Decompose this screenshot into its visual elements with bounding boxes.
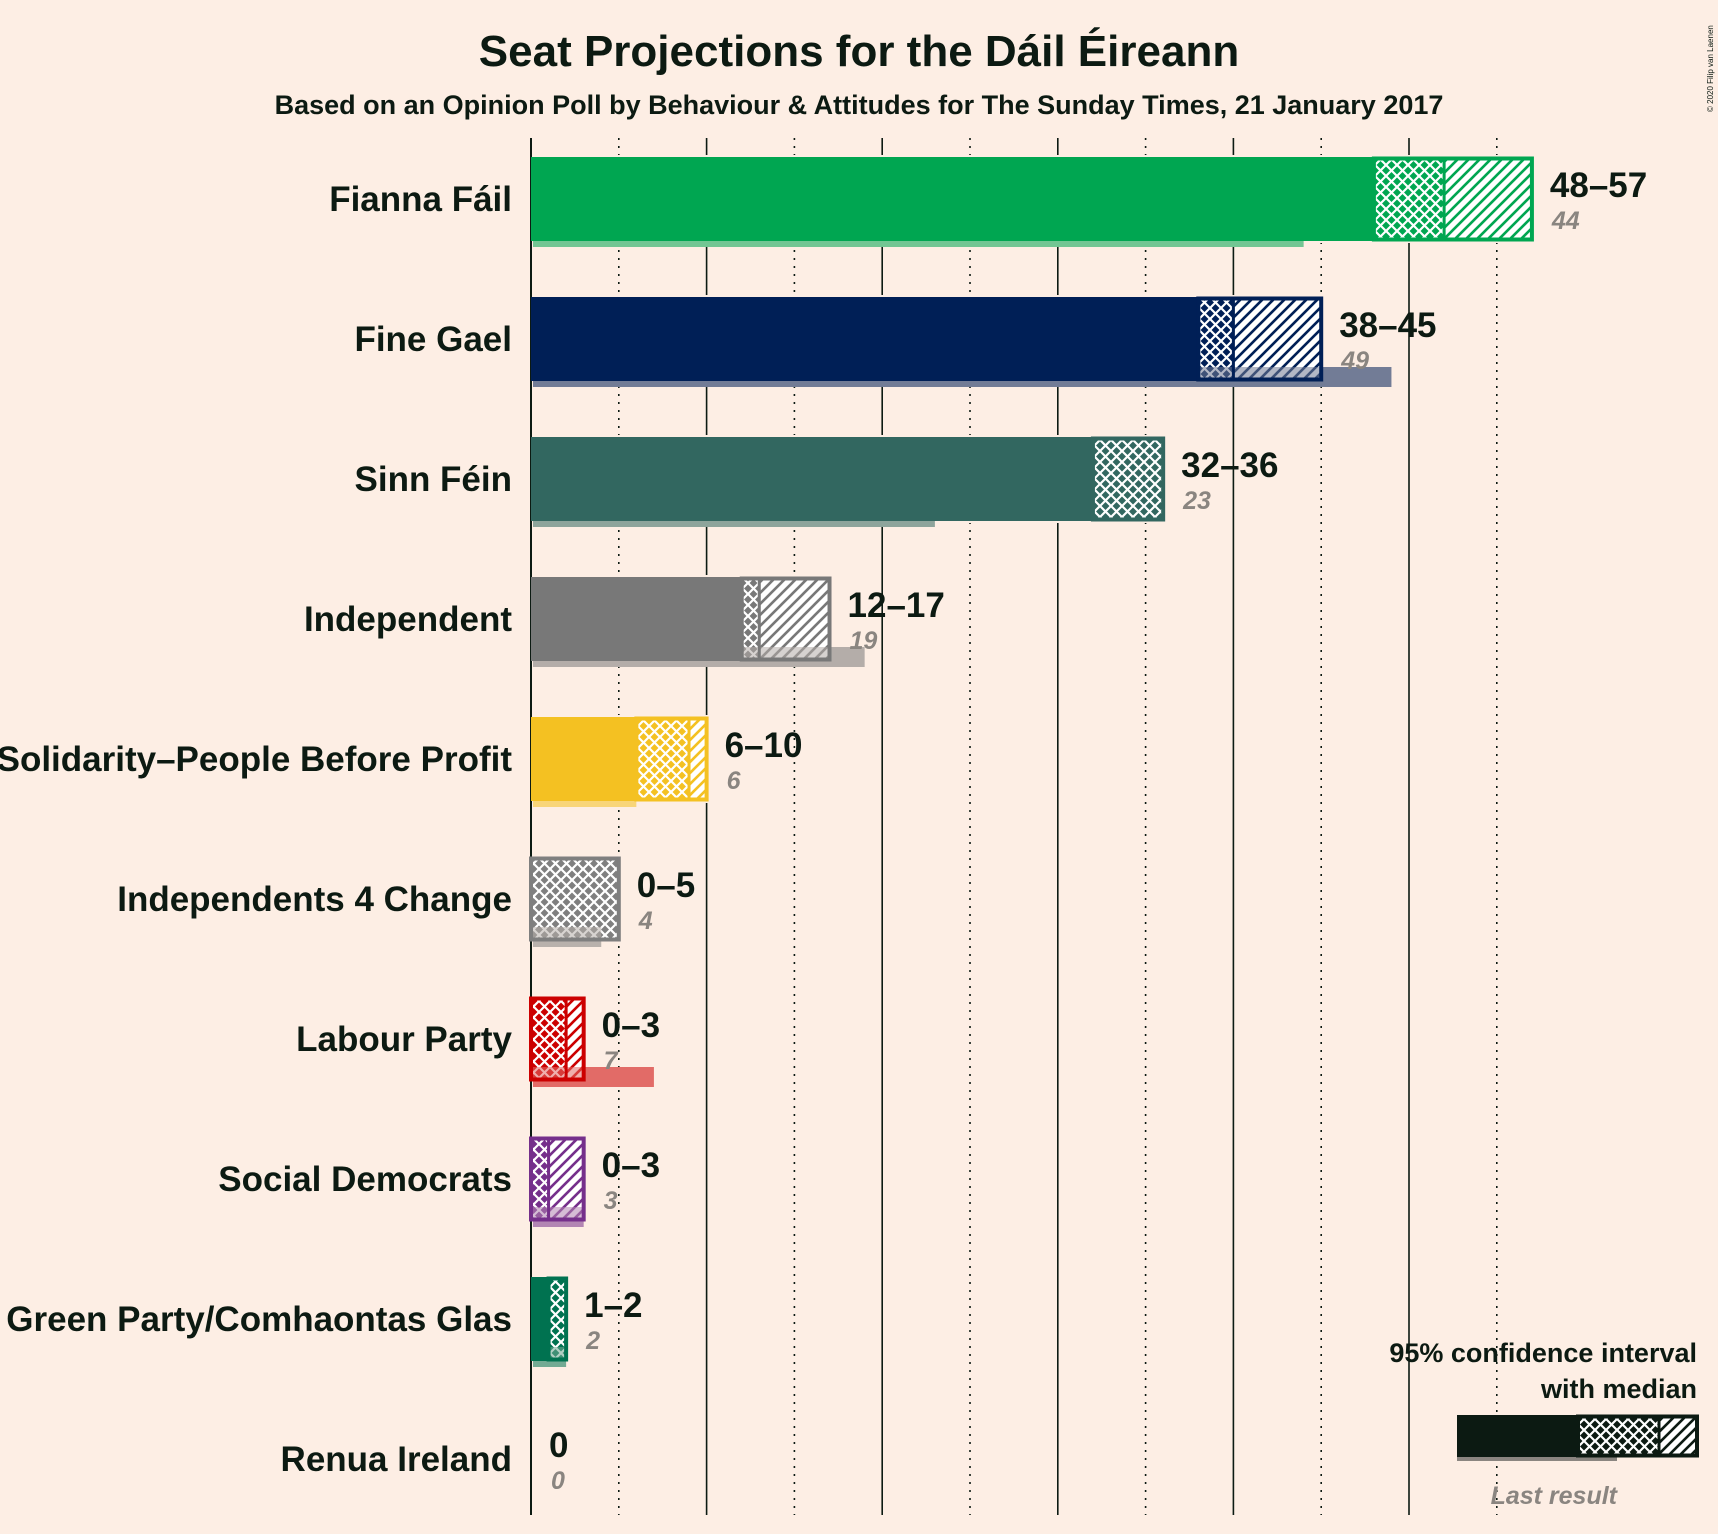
last-result-label-independent: 19 [850,627,878,655]
bar-ci-outline-fianna-fail [1371,156,1534,242]
bar-solid-independent [531,577,742,661]
bar-ci-outline-solidarity-people-before-profit [634,716,709,802]
party-label-social-democrats: Social Democrats [218,1160,512,1199]
bar-ci-outline-labour-party [529,996,586,1082]
last-result-label-labour-party: 7 [604,1047,619,1075]
bar-solid-fine-gael [531,297,1199,381]
legend-title-line1: 95% confidence interval [1389,1338,1697,1368]
party-label-labour-party: Labour Party [296,1020,512,1059]
legend-solid-swatch [1457,1415,1578,1457]
party-label-independents-4-change: Independents 4 Change [117,880,512,919]
legend-ci-upper-swatch [1659,1415,1697,1457]
bar-ci-outline-fine-gael [1196,296,1324,382]
legend-ci-outline [1576,1414,1699,1458]
range-label-social-democrats: 0–3 [602,1146,660,1185]
bar-ci-upper-solidarity-people-before-profit [689,717,707,801]
bar-ci-lower-sinn-fein [1092,437,1164,521]
legend-last-result-label: Last result [1491,1482,1619,1510]
party-label-fianna-fail: Fianna Fáil [329,180,512,219]
bar-solid-solidarity-people-before-profit [531,717,637,801]
range-label-renua-ireland: 0 [549,1426,568,1465]
bar-ci-lower-independent [741,577,760,661]
bar-ci-outline-independent [739,576,832,662]
bar-solid-green-party-comhaontas-glas [531,1277,549,1361]
bar-solid-fianna-fail [531,157,1374,241]
party-label-solidarity-people-before-profit: Solidarity–People Before Profit [0,740,512,779]
chart-title: Seat Projections for the Dáil Éireann [479,26,1239,76]
range-label-independents-4-change: 0–5 [637,866,695,905]
party-label-independent: Independent [304,600,512,639]
range-label-labour-party: 0–3 [602,1006,660,1045]
bar-ci-outline-social-democrats [529,1136,586,1222]
bars-layer [529,155,1535,1503]
bar-solid-sinn-fein [531,437,1093,521]
last-result-label-sinn-fein: 23 [1182,487,1211,515]
range-label-fianna-fail: 48–57 [1550,166,1647,205]
bar-ci-upper-fianna-fail [1444,157,1532,241]
last-result-label-green-party-comhaontas-glas: 2 [585,1327,600,1355]
legend: 95% confidence interval with median Last… [1389,1338,1699,1510]
last-result-label-renua-ireland: 0 [551,1467,565,1495]
bar-ci-lower-fianna-fail [1373,157,1445,241]
chart-subtitle: Based on an Opinion Poll by Behaviour & … [275,90,1444,120]
last-result-label-independents-4-change: 4 [638,907,653,935]
range-label-green-party-comhaontas-glas: 1–2 [584,1286,642,1325]
legend-title-line2: with median [1540,1374,1697,1404]
last-result-label-social-democrats: 3 [604,1187,618,1215]
last-result-label-fine-gael: 49 [1340,347,1369,375]
last-result-label-solidarity-people-before-profit: 6 [727,767,742,795]
party-label-renua-ireland: Renua Ireland [281,1440,512,1479]
copyright-notice: © 2020 Filip van Laenen [1706,25,1715,112]
party-label-fine-gael: Fine Gael [354,320,512,359]
range-label-sinn-fein: 32–36 [1181,446,1278,485]
legend-ci-lower-swatch [1578,1415,1659,1457]
range-label-fine-gael: 38–45 [1339,306,1436,345]
bar-ci-lower-solidarity-people-before-profit [636,717,690,801]
bar-ci-lower-green-party-comhaontas-glas [548,1277,567,1361]
range-label-independent: 12–17 [848,586,945,625]
range-label-solidarity-people-before-profit: 6–10 [725,726,803,765]
party-label-sinn-fein: Sinn Féin [355,460,513,499]
bar-backdrop-renua-ireland [532,1415,535,1503]
bar-ci-lower-social-democrats [531,1137,549,1221]
party-label-green-party-comhaontas-glas: Green Party/Comhaontas Glas [6,1300,512,1339]
bar-ci-upper-labour-party [566,997,584,1081]
last-result-label-fianna-fail: 44 [1551,207,1580,235]
